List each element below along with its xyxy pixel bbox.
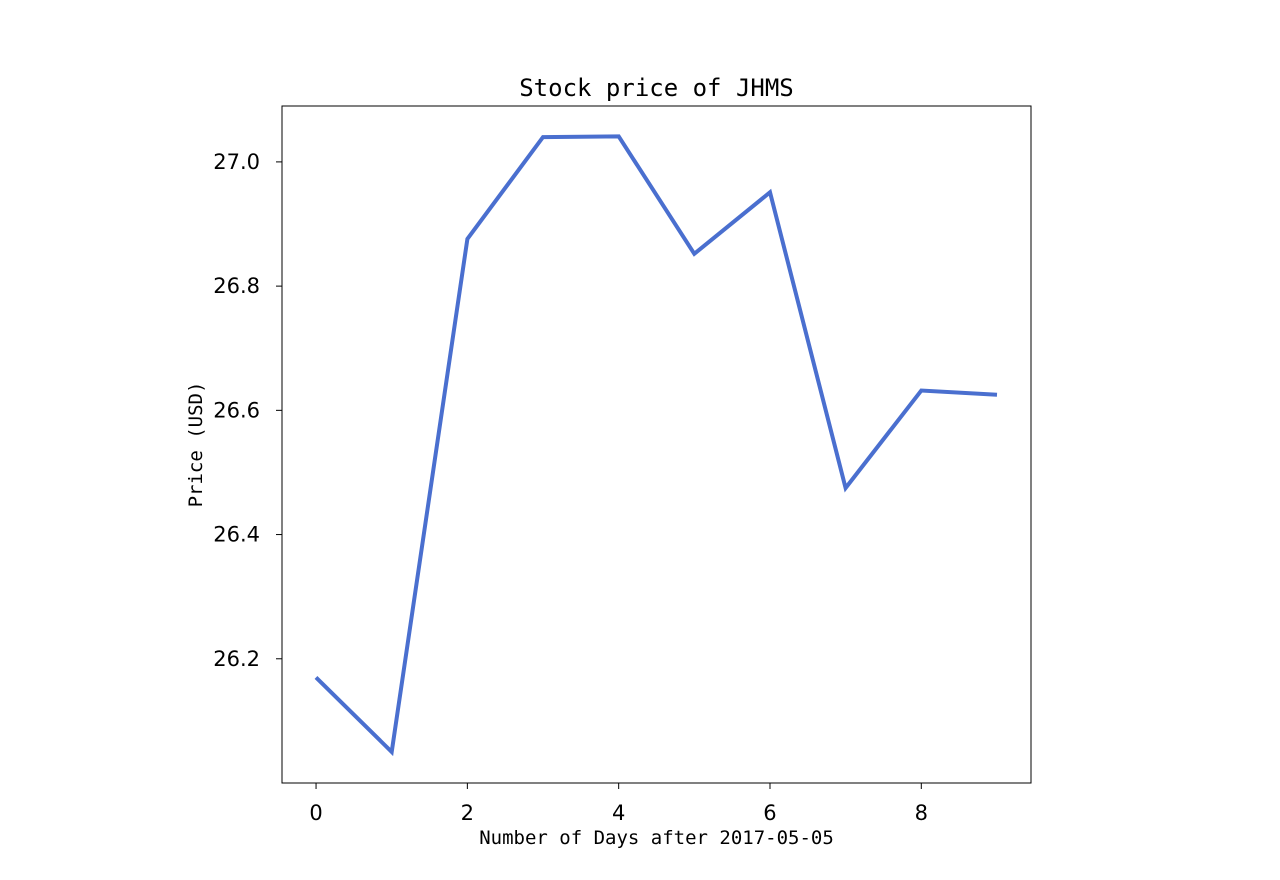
- chart-title: Stock price of JHMS: [519, 74, 794, 102]
- y-tick-label: 26.4: [213, 523, 260, 547]
- x-axis: 0 2 4 6 8: [309, 783, 928, 825]
- y-tick-label: 26.8: [213, 274, 260, 298]
- y-tick-label: 26.2: [213, 647, 260, 671]
- series-layer: [314, 134, 998, 757]
- y-tick-label: 26.6: [213, 398, 260, 422]
- y-tick-label: 27.0: [213, 150, 260, 174]
- y-axis: 26.2 26.4 26.6 26.8 27.0: [213, 150, 282, 671]
- x-tick-label: 0: [309, 801, 322, 825]
- x-tick-label: 2: [461, 801, 474, 825]
- y-axis-label: Price (USD): [185, 382, 207, 508]
- x-axis-label: Number of Days after 2017-05-05: [479, 827, 834, 849]
- price-line: [314, 134, 998, 757]
- x-tick-label: 8: [915, 801, 928, 825]
- x-tick-label: 4: [612, 801, 625, 825]
- plot-area: [281, 105, 1032, 784]
- x-tick-label: 6: [763, 801, 776, 825]
